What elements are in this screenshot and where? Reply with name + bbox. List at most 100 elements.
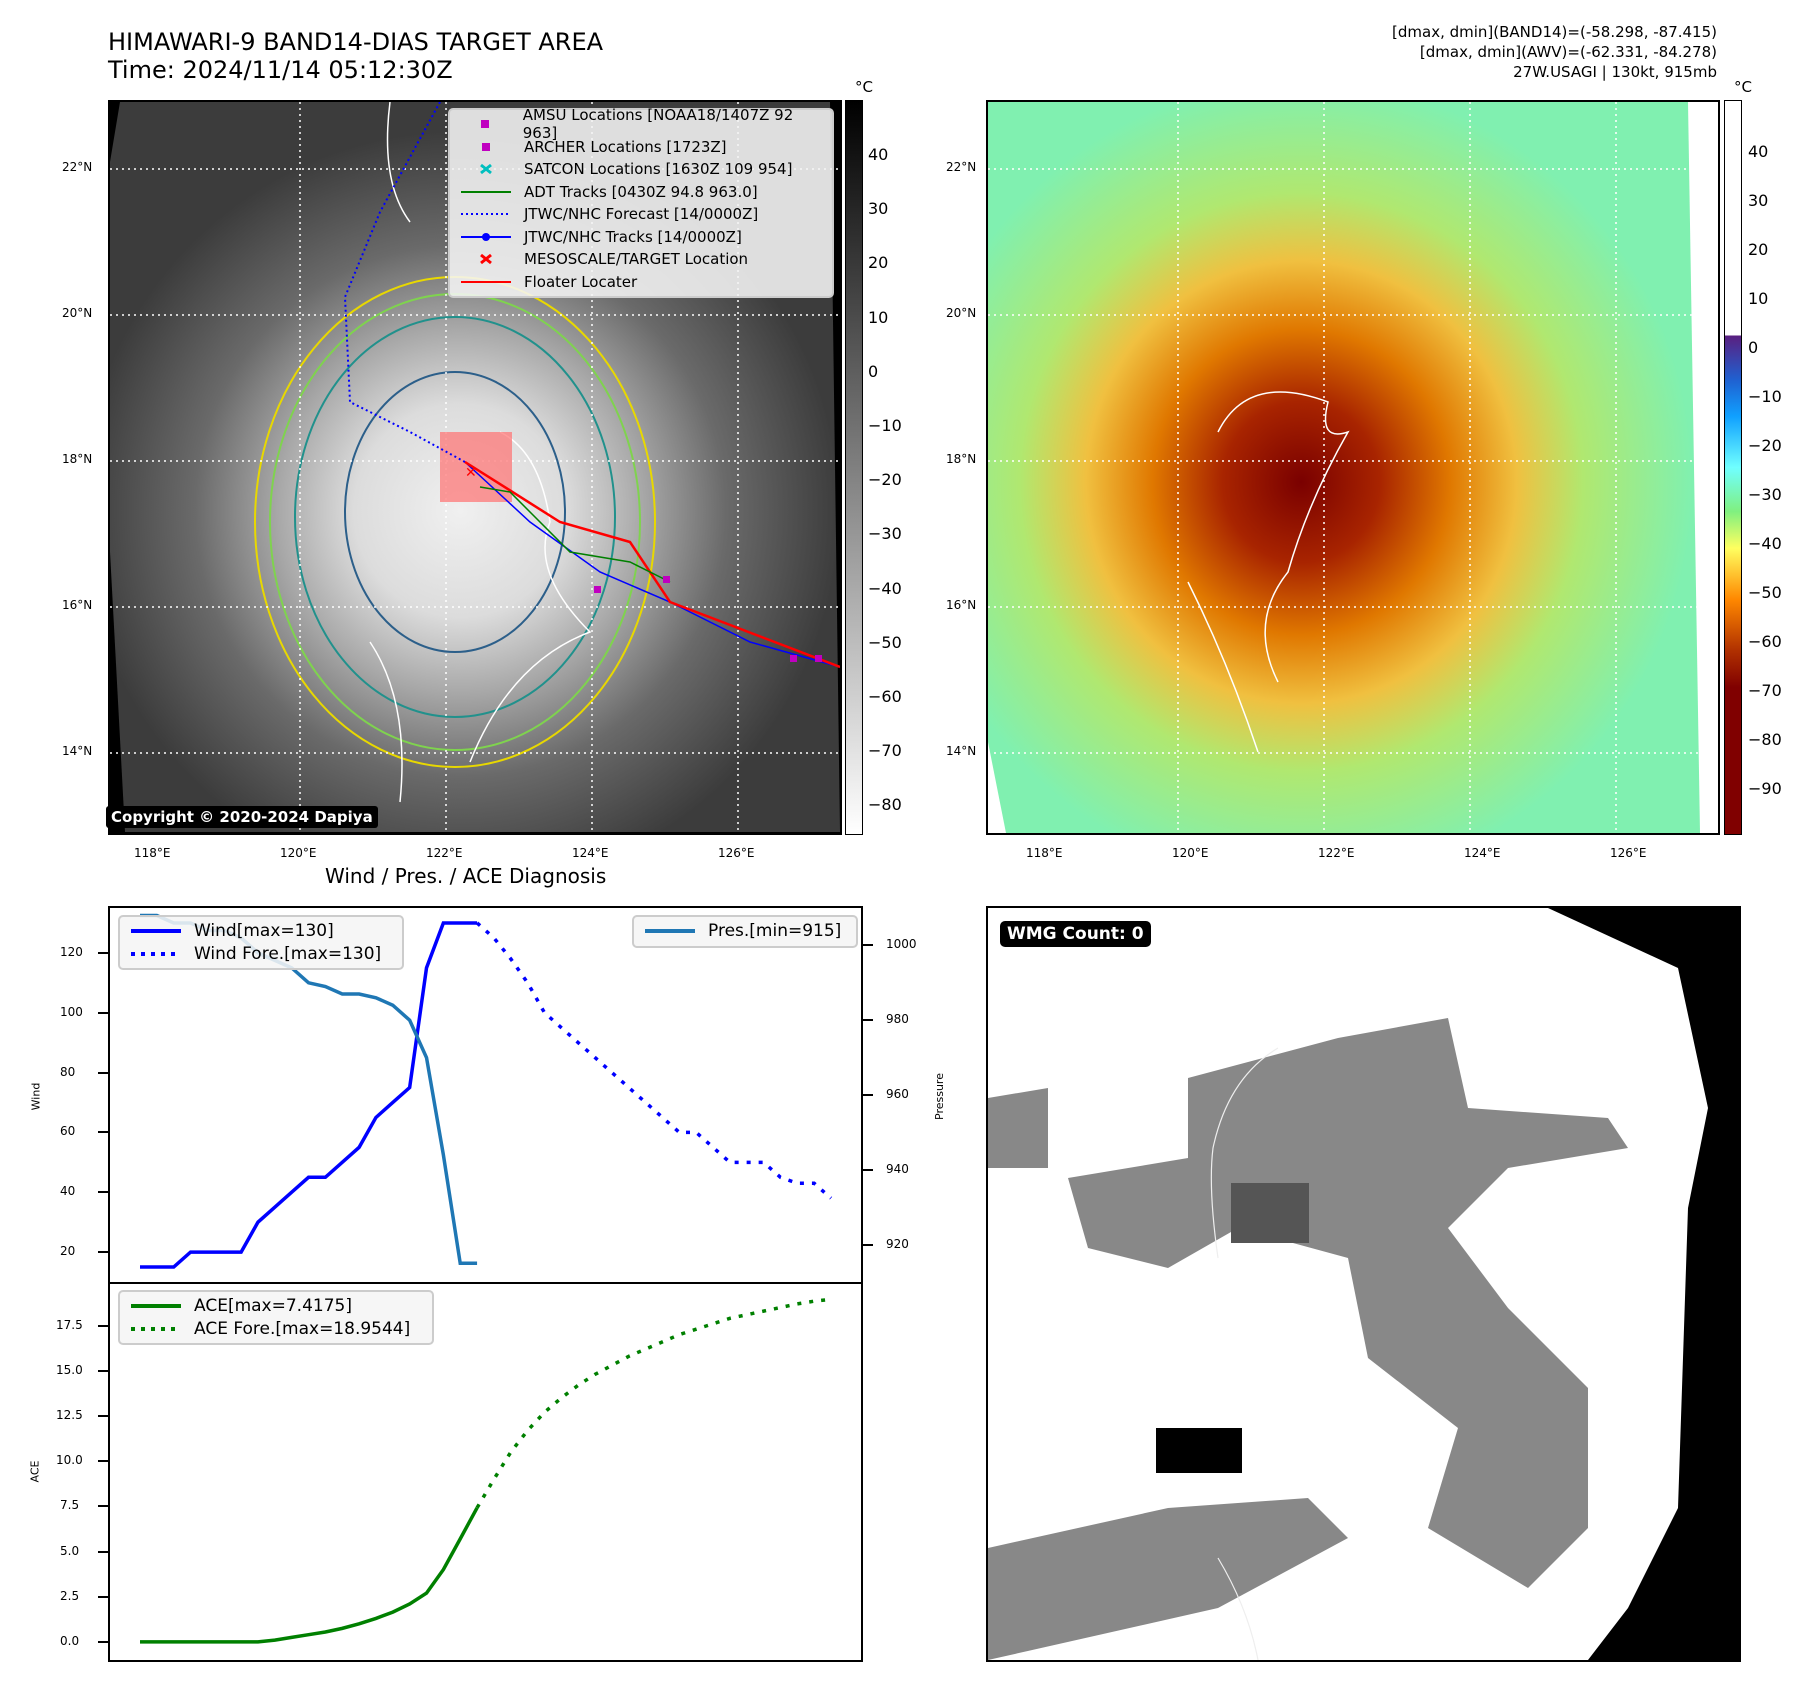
legend-label: SATCON Locations [1630Z 109 954] (524, 160, 793, 179)
lon-tick-label: 122°E (426, 846, 463, 860)
legend-swatch (456, 253, 516, 265)
y-tick-mark (98, 1414, 108, 1417)
coastline (1187, 391, 1350, 753)
colorbar-tick-label: 30 (868, 199, 889, 219)
info-band14-range: [dmax, dmin](BAND14)=(-58.298, -87.415) (1392, 23, 1717, 41)
awv-imagery (988, 102, 1700, 833)
y-tick-label: 80 (60, 1064, 76, 1079)
wmg-black-edge (1548, 908, 1739, 1660)
wind-legend: Wind[max=130] Wind Fore.[max=130] (118, 915, 404, 970)
lon-tick-label: 126°E (718, 846, 755, 860)
legend-swatch (456, 119, 515, 129)
figure-title-line1: HIMAWARI-9 BAND14-DIAS TARGET AREA (108, 28, 604, 56)
legend-item: ADT Tracks [0430Z 94.8 963.0] (456, 181, 826, 204)
legend-swatch (456, 211, 516, 217)
colorbar-tick-label: −40 (1748, 534, 1782, 553)
jtwc-track (464, 461, 840, 668)
colorbar-tick-label: −70 (1748, 681, 1782, 700)
wmg-panel (986, 906, 1741, 1662)
figure-title: HIMAWARI-9 BAND14-DIAS TARGET AREA Time:… (108, 28, 603, 84)
colorbar-tick-label: −20 (1748, 436, 1782, 455)
y-tick-mark (98, 1251, 108, 1254)
y-tick-label: 20 (60, 1244, 76, 1259)
diagnosis-chart-title: Wind / Pres. / ACE Diagnosis (325, 864, 607, 888)
legend-wind-forecast: Wind Fore.[max=130] (131, 943, 382, 964)
colorbar-tick-label: 40 (868, 145, 889, 164)
colorbar-tick-label: 30 (1748, 191, 1769, 210)
legend-swatch (456, 189, 516, 195)
lat-tick-label: 18°N (946, 452, 977, 466)
y-tick-label: 7.5 (60, 1498, 80, 1513)
y-tick-mark (98, 1131, 108, 1134)
lat-tick-label: 16°N (62, 598, 93, 612)
figure-title-line2: Time: 2024/11/14 05:12:30Z (108, 56, 453, 84)
y2-tick-label: 1000 (886, 937, 917, 952)
coastline (369, 102, 592, 803)
ace-legend: ACE[max=7.4175] ACE Fore.[max=18.9544] (118, 1290, 434, 1345)
y2-tick-mark (863, 1094, 873, 1096)
legend-label: Floater Locater (524, 272, 638, 291)
colorbar-tick-label: −50 (1748, 583, 1782, 602)
colorbar-tick-label: −40 (868, 578, 902, 598)
contour-teal (294, 316, 616, 718)
copyright-badge: Copyright © 2020-2024 Dapiya (106, 806, 378, 828)
legend-swatch (456, 142, 516, 152)
lon-tick-label: 122°E (1318, 846, 1355, 860)
lon-tick-label: 124°E (1464, 846, 1501, 860)
colorbar-tick-label: −60 (1748, 632, 1782, 651)
legend-label: JTWC/NHC Forecast [14/0000Z] (524, 205, 759, 224)
lon-tick-label: 126°E (1610, 846, 1647, 860)
left-colorbar-unit: °C (855, 78, 873, 96)
wmg-gray-region (988, 1018, 1628, 1588)
lon-tick-label: 118°E (1026, 846, 1063, 860)
legend-ace: ACE[max=7.4175] (131, 1296, 352, 1317)
y2-tick-mark (863, 1019, 873, 1022)
y2-tick-mark (863, 944, 873, 947)
y-tick-mark (98, 951, 108, 954)
colorbar-tick-label: 40 (1748, 142, 1769, 161)
legend-swatch (456, 232, 516, 242)
wmg-canvas (988, 908, 1739, 1660)
y-tick-mark (98, 1505, 108, 1508)
lat-tick-label: 14°N (946, 744, 977, 758)
series-ace-fore- (475, 1297, 832, 1509)
legend-item: MESOSCALE/TARGET Location (456, 248, 826, 271)
legend-item: SATCON Locations [1630Z 109 954] (456, 158, 826, 181)
lon-tick-label: 118°E (134, 846, 171, 860)
y-tick-label: 40 (60, 1184, 76, 1199)
legend-item: AMSU Locations [NOAA18/1407Z 92 963] (456, 106, 826, 142)
right-awv-map (986, 100, 1720, 835)
wmg-black-region (1156, 1428, 1242, 1473)
y-tick-mark (98, 1460, 108, 1463)
gridlines (988, 102, 1718, 832)
y2-tick-label: 940 (886, 1161, 909, 1176)
colorbar-tick-label: −20 (868, 470, 902, 490)
left-colorbar (845, 100, 863, 835)
y-tick-label: 2.5 (60, 1588, 80, 1603)
colorbar-tick-label: 10 (1748, 289, 1769, 308)
wmg-dark-region (1231, 1183, 1309, 1243)
colorbar-tick-label: 0 (1748, 338, 1759, 357)
right-map-canvas (988, 102, 1718, 833)
legend-label: ARCHER Locations [1723Z] (524, 137, 727, 156)
legend-ace-forecast: ACE Fore.[max=18.9544] (131, 1318, 411, 1339)
colorbar-tick-label: −80 (868, 795, 902, 815)
lat-tick-label: 14°N (62, 744, 93, 758)
colorbar-tick-label: −80 (1748, 730, 1782, 749)
colorbar-tick-label: −10 (1748, 387, 1782, 406)
legend-label: ADT Tracks [0430Z 94.8 963.0] (524, 182, 758, 201)
y-tick-mark (98, 1595, 108, 1598)
colorbar-tick-label: −90 (1748, 779, 1782, 798)
y-tick-mark (98, 1191, 108, 1194)
legend-item: ARCHER Locations [1723Z] (456, 136, 826, 159)
legend-label: AMSU Locations [NOAA18/1407Z 92 963] (522, 106, 794, 143)
right-colorbar-unit: °C (1734, 78, 1752, 96)
colorbar-tick-label: −30 (868, 524, 902, 544)
lon-tick-label: 120°E (1172, 846, 1209, 860)
lat-tick-label: 16°N (946, 598, 977, 612)
y-tick-label: 12.5 (56, 1407, 83, 1422)
y-tick-label: 10.0 (56, 1453, 83, 1468)
y-tick-mark (98, 1011, 108, 1014)
left-map-legend: AMSU Locations [NOAA18/1407Z 92 963] ARCH… (448, 106, 834, 298)
lon-tick-label: 120°E (280, 846, 317, 860)
